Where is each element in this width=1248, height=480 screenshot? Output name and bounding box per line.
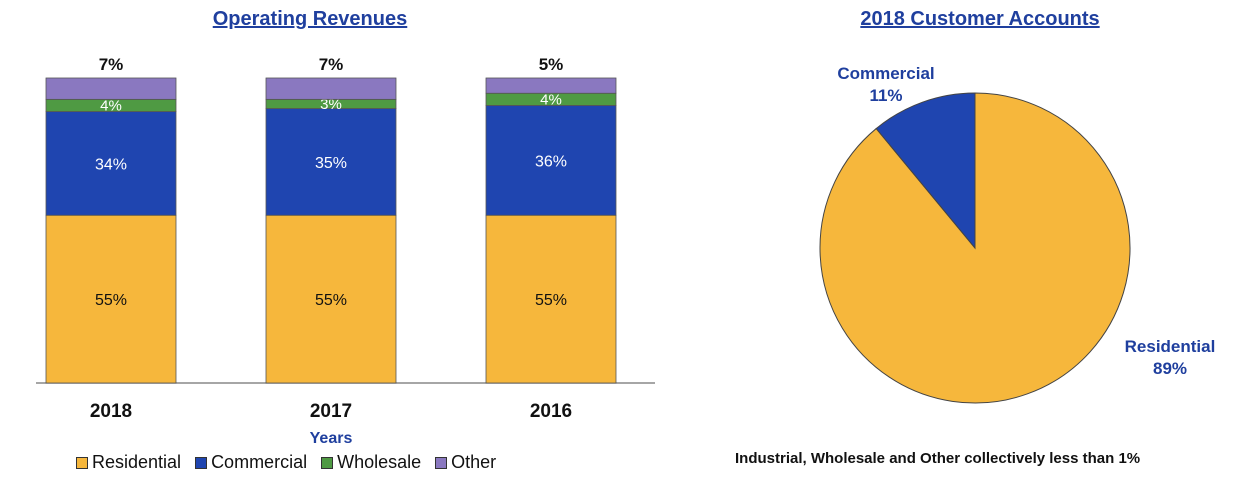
legend-label-wholesale: Wholesale — [337, 452, 422, 472]
bar-legend: Residential Commercial Wholesale Other — [76, 452, 496, 473]
bar-other-2017 — [265, 77, 397, 100]
bar-label-residential-2016: 55% — [535, 292, 567, 309]
legend-item-other: Other — [435, 452, 496, 473]
bar-label-wholesale-2018: 4% — [100, 97, 122, 114]
bar-residential-2017 — [265, 214, 397, 384]
legend-swatch-other — [435, 456, 448, 469]
legend-swatch-wholesale — [321, 456, 334, 469]
pie-slice-commercial — [875, 92, 976, 250]
bar-other-2016 — [485, 77, 617, 94]
bar-commercial-2017 — [265, 108, 397, 216]
legend-label-residential: Residential — [92, 452, 182, 472]
bar-label-commercial-2018: 34% — [95, 156, 127, 173]
bar-chart-title: Operating Revenues — [212, 8, 408, 30]
legend-item-commercial: Commercial — [195, 452, 307, 473]
legend-item-wholesale: Wholesale — [321, 452, 421, 473]
bar-residential-2018 — [45, 214, 177, 384]
pie-footnote: Industrial, Wholesale and Other collecti… — [735, 450, 1141, 467]
bar-label-residential-2018: 55% — [95, 292, 127, 309]
pie-label-commercial-value: 11% — [869, 86, 902, 105]
legend-label-other: Other — [451, 452, 497, 472]
pie-label-residential-value: 89% — [1153, 359, 1187, 378]
x-axis-label: Years — [310, 430, 353, 447]
bar-label-commercial-2017: 35% — [315, 155, 347, 172]
legend-swatch-commercial — [195, 456, 208, 469]
legend-label-commercial: Commercial — [211, 452, 308, 472]
bar-label-wholesale-2016: 4% — [540, 91, 562, 108]
bar-label-other-2018: 7% — [99, 55, 124, 74]
legend-swatch-residential — [76, 456, 88, 469]
bar-residential-2016 — [485, 214, 617, 384]
x-tick-2017: 2017 — [310, 401, 352, 422]
x-tick-2018: 2018 — [90, 401, 132, 422]
pie-label-residential-name: Residential — [1125, 337, 1216, 356]
x-tick-2016: 2016 — [530, 401, 572, 422]
bar-label-residential-2017: 55% — [315, 292, 347, 309]
bar-label-other-2016: 5% — [539, 55, 564, 74]
bar-label-commercial-2016: 36% — [535, 153, 567, 170]
pie-label-commercial-name: Commercial — [837, 64, 934, 83]
bar-other-2018 — [45, 77, 177, 100]
legend-item-residential: Residential — [76, 452, 181, 473]
pie-chart-title: 2018 Customer Accounts — [860, 8, 1100, 30]
bar-label-wholesale-2017: 3% — [320, 96, 342, 113]
bar-commercial-2016 — [485, 105, 617, 216]
bar-label-other-2017: 7% — [319, 55, 344, 74]
